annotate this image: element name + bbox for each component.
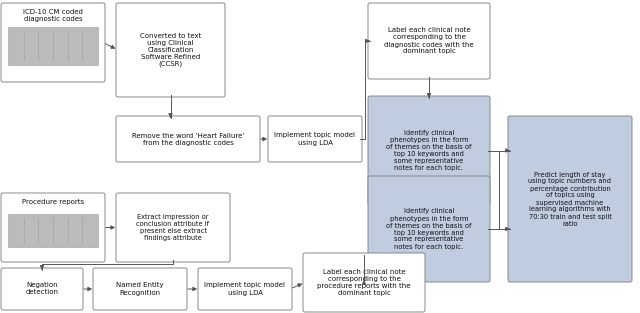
Text: Label each clinical note
corresponding to the
diagnostic codes with the
dominant: Label each clinical note corresponding t… xyxy=(384,28,474,54)
FancyBboxPatch shape xyxy=(1,3,105,82)
Text: Predict length of stay
using topic numbers and
percentage contribution
of topics: Predict length of stay using topic numbe… xyxy=(529,172,611,227)
Text: Converted to text
using Clinical
Classification
Software Refined
(CCSR): Converted to text using Clinical Classif… xyxy=(140,33,201,67)
FancyBboxPatch shape xyxy=(8,27,98,64)
FancyBboxPatch shape xyxy=(303,253,425,312)
Text: Implement topic model
using LDA: Implement topic model using LDA xyxy=(275,132,355,146)
FancyBboxPatch shape xyxy=(368,96,490,205)
Text: Procedure reports: Procedure reports xyxy=(22,199,84,205)
FancyBboxPatch shape xyxy=(198,268,292,310)
FancyBboxPatch shape xyxy=(1,268,83,310)
FancyBboxPatch shape xyxy=(268,116,362,162)
Text: Implement topic model
using LDA: Implement topic model using LDA xyxy=(205,283,285,295)
Text: Identify clinical
phenotypes in the form
of themes on the basis of
top 10 keywor: Identify clinical phenotypes in the form… xyxy=(387,130,472,171)
Text: ICD-10 CM coded
diagnostic codes: ICD-10 CM coded diagnostic codes xyxy=(23,9,83,22)
FancyBboxPatch shape xyxy=(368,3,490,79)
Text: Named Entity
Recognition: Named Entity Recognition xyxy=(116,283,164,295)
FancyBboxPatch shape xyxy=(508,116,632,282)
FancyBboxPatch shape xyxy=(116,3,225,97)
FancyBboxPatch shape xyxy=(116,116,260,162)
Text: Label each clinical note
corresponding to the
procedure reports with the
dominan: Label each clinical note corresponding t… xyxy=(317,269,411,296)
FancyBboxPatch shape xyxy=(368,176,490,282)
FancyBboxPatch shape xyxy=(93,268,187,310)
Text: Negation
detection: Negation detection xyxy=(26,283,58,295)
FancyBboxPatch shape xyxy=(116,193,230,262)
Text: Extract impression or
conclusion attribute if
present else extract
findings attr: Extract impression or conclusion attribu… xyxy=(136,214,209,241)
Text: Identify clinical
phenotypes in the form
of themes on the basis of
top 10 keywor: Identify clinical phenotypes in the form… xyxy=(387,208,472,249)
Text: Remove the word ‘Heart Failure’
from the diagnostic codes: Remove the word ‘Heart Failure’ from the… xyxy=(132,132,244,146)
FancyBboxPatch shape xyxy=(1,193,105,262)
FancyBboxPatch shape xyxy=(8,213,98,247)
